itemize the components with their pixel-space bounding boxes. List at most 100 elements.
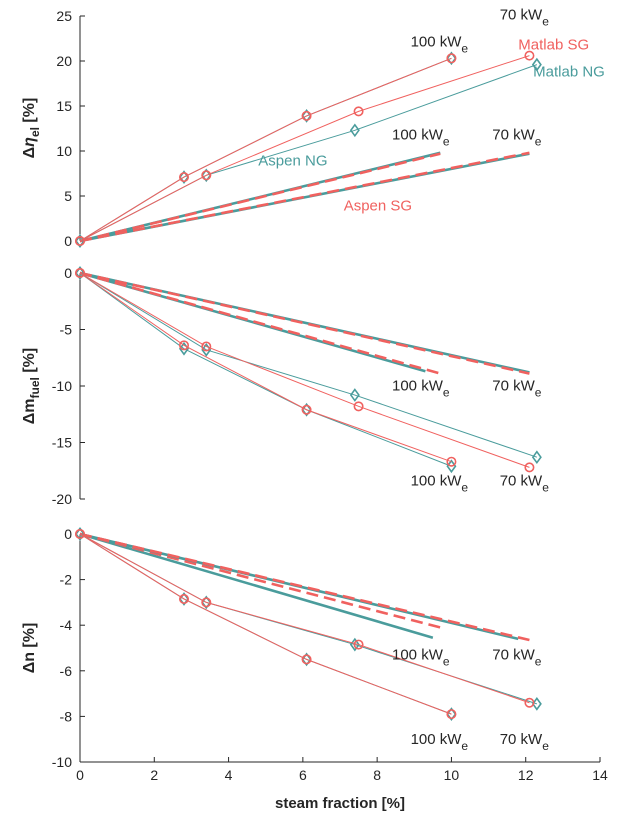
annotation-label: Aspen NG xyxy=(258,152,327,169)
aspen-ng-series-line xyxy=(79,271,530,374)
matlab-ng-series-line xyxy=(79,533,538,705)
matlab-sg-series-line xyxy=(79,57,452,242)
annotation-text: 100 kW xyxy=(411,34,463,51)
annotation-label: 100 kWe xyxy=(392,378,450,400)
data-point-circle xyxy=(524,50,535,61)
data-point-circle xyxy=(179,340,190,351)
annotation-subscript: e xyxy=(443,654,450,668)
y-tick-label: 20 xyxy=(56,53,72,69)
y-label-unit: [%] xyxy=(21,98,38,127)
annotation-subscript: e xyxy=(461,480,468,494)
data-point-diamond xyxy=(531,57,542,72)
x-tick-label: 4 xyxy=(225,767,233,783)
data-point-circle xyxy=(75,236,86,247)
annotation-label: Matlab SG xyxy=(518,36,589,53)
x-axis-label: steam fraction [%] xyxy=(275,795,405,812)
annotation-text: 70 kW xyxy=(492,378,535,395)
y-label-prefix: Δm xyxy=(21,398,38,424)
data-point-diamond xyxy=(349,388,360,402)
y-tick-label: -2 xyxy=(60,572,73,588)
annotation-label: 70 kWe xyxy=(492,378,542,400)
data-point-diamond xyxy=(75,266,85,280)
x-tick-label: 10 xyxy=(444,767,460,783)
data-point-circle xyxy=(201,597,212,608)
annotation-text: 100 kW xyxy=(392,378,444,395)
y-tick-label: -4 xyxy=(60,617,73,633)
y-label-unit: [%] xyxy=(21,623,38,652)
annotation-label: 70 kWe xyxy=(500,7,550,29)
data-point-diamond xyxy=(201,168,212,183)
data-point-diamond xyxy=(446,51,457,66)
y-tick-label: 25 xyxy=(56,8,72,24)
annotation-label: Aspen SG xyxy=(344,197,412,214)
matlab-sg-series-line xyxy=(79,272,530,468)
data-point-circle xyxy=(201,170,212,181)
y-label-subscript: fuel xyxy=(28,377,42,398)
y-label-prefix: Δ xyxy=(21,147,38,159)
y-tick-label: -6 xyxy=(60,663,73,679)
y-tick-label: -8 xyxy=(60,708,73,724)
aspen-ng-series-line xyxy=(79,271,426,373)
data-point-circle xyxy=(524,462,535,473)
aspen-ng-series-line xyxy=(79,532,434,639)
matlab-sg-series-line xyxy=(79,533,452,715)
matlab-ng-series-line xyxy=(79,272,538,458)
annotation-subscript: e xyxy=(535,386,542,400)
data-point-diamond xyxy=(349,123,360,138)
data-point-circle xyxy=(75,267,86,278)
y-label-prefix: Δn xyxy=(21,652,38,673)
y-tick-label: -10 xyxy=(52,754,72,770)
annotation-label: 70 kWe xyxy=(500,472,550,494)
annotation-label: 70 kWe xyxy=(492,646,542,668)
annotation-text: 70 kW xyxy=(500,7,543,24)
annotation-subscript: e xyxy=(443,386,450,400)
y-tick-label: 0 xyxy=(64,233,72,249)
data-point-circle xyxy=(301,654,312,665)
annotation-subscript: e xyxy=(461,739,468,753)
aspen-sg-series-line xyxy=(79,152,441,243)
annotation-subscript: e xyxy=(535,654,542,668)
data-point-circle xyxy=(353,106,364,117)
y-tick-label: 5 xyxy=(64,188,72,204)
x-tick-label: 8 xyxy=(373,767,381,783)
data-point-diamond xyxy=(531,450,542,465)
x-tick-label: 12 xyxy=(518,767,534,783)
annotation-text: Matlab NG xyxy=(533,63,605,80)
annotation-text: 70 kW xyxy=(500,731,543,748)
y-tick-label: -5 xyxy=(60,322,73,338)
matlab-sg-series-line xyxy=(79,533,530,704)
y-tick-label: 10 xyxy=(56,143,72,159)
x-tick-label: 14 xyxy=(592,767,608,783)
y-tick-label: -20 xyxy=(52,491,72,507)
y-tick-label: 0 xyxy=(64,526,72,542)
data-point-circle xyxy=(446,456,457,467)
y-tick-label: -15 xyxy=(52,435,72,451)
annotation-label: 100 kWe xyxy=(411,472,469,494)
annotation-text: Matlab SG xyxy=(518,36,589,53)
annotation-subscript: e xyxy=(542,739,549,753)
x-tick-label: 2 xyxy=(150,767,158,783)
y-label-subscript: el xyxy=(28,127,42,137)
annotation-label: 100 kWe xyxy=(392,126,450,148)
data-point-circle xyxy=(446,53,457,64)
annotation-text: 100 kW xyxy=(392,126,444,143)
data-point-circle xyxy=(301,110,312,121)
annotation-label: 100 kWe xyxy=(411,34,469,56)
data-point-diamond xyxy=(75,527,85,541)
y-axis-label: Δηel [%] xyxy=(21,98,42,159)
data-point-circle xyxy=(446,709,457,720)
annotation-subscript: e xyxy=(443,134,450,148)
annotation-subscript: e xyxy=(542,15,549,29)
annotation-text: 70 kW xyxy=(492,126,535,143)
data-point-circle xyxy=(353,639,364,650)
data-point-circle xyxy=(201,341,212,352)
matlab-sg-series-line xyxy=(79,55,530,242)
data-point-circle xyxy=(179,172,190,183)
annotation-label: 100 kWe xyxy=(411,731,469,753)
aspen-sg-series-line xyxy=(79,151,530,243)
annotation-text: 100 kW xyxy=(411,731,463,748)
aspen-sg-series-line xyxy=(79,532,530,642)
